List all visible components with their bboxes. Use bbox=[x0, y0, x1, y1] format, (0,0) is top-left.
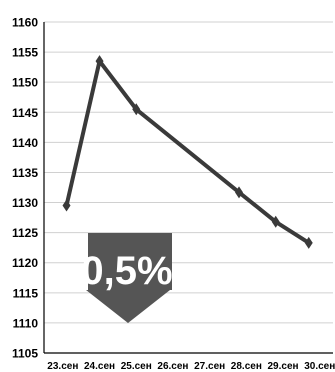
x-tick-label: 27.сен bbox=[194, 361, 225, 372]
data-point bbox=[304, 236, 313, 249]
y-tick-label: 1125 bbox=[12, 226, 38, 240]
y-tick-label: 1120 bbox=[12, 256, 38, 270]
x-tick-label: 28.сен bbox=[231, 361, 262, 372]
data-point bbox=[235, 186, 244, 199]
series-group bbox=[62, 55, 313, 249]
y-tick-label: 1130 bbox=[12, 196, 38, 210]
y-tick-label: 1105 bbox=[12, 347, 38, 361]
y-tick-label: 1115 bbox=[13, 286, 39, 300]
x-tick-label: 26.сен bbox=[157, 361, 188, 372]
x-axis-ticks: 23.сен 24.сен 25.сен 26.сен 27.сен 28.сен 29.с… bbox=[47, 361, 335, 372]
y-tick-label: 1135 bbox=[12, 166, 38, 180]
x-tick-label: 24.сен bbox=[84, 361, 115, 372]
x-tick-label: 30.сен bbox=[304, 361, 335, 372]
y-tick-label: 1160 bbox=[12, 16, 38, 30]
change-percent-label: 0,5% bbox=[81, 249, 172, 293]
y-tick-label: 1110 bbox=[13, 316, 39, 330]
data-point bbox=[132, 103, 141, 116]
y-tick-label: 1150 bbox=[12, 76, 38, 90]
down-arrow-icon bbox=[86, 233, 172, 323]
data-point bbox=[95, 55, 104, 68]
y-tick-label: 1145 bbox=[12, 106, 38, 120]
y-axis-ticks: 1105 1110 1115 1120 1125 1130 1135 1140 1145 1150… bbox=[12, 16, 38, 361]
y-tick-label: 1140 bbox=[12, 136, 38, 150]
x-tick-label: 29.сен bbox=[268, 361, 299, 372]
data-point bbox=[62, 199, 71, 212]
x-tick-label: 23.сен bbox=[47, 361, 78, 372]
change-badge: 0,5% bbox=[81, 233, 173, 323]
x-tick-label: 25.сен bbox=[121, 361, 152, 372]
y-tick-label: 1155 bbox=[12, 46, 38, 60]
series-line bbox=[64, 59, 310, 245]
data-point bbox=[271, 215, 280, 228]
